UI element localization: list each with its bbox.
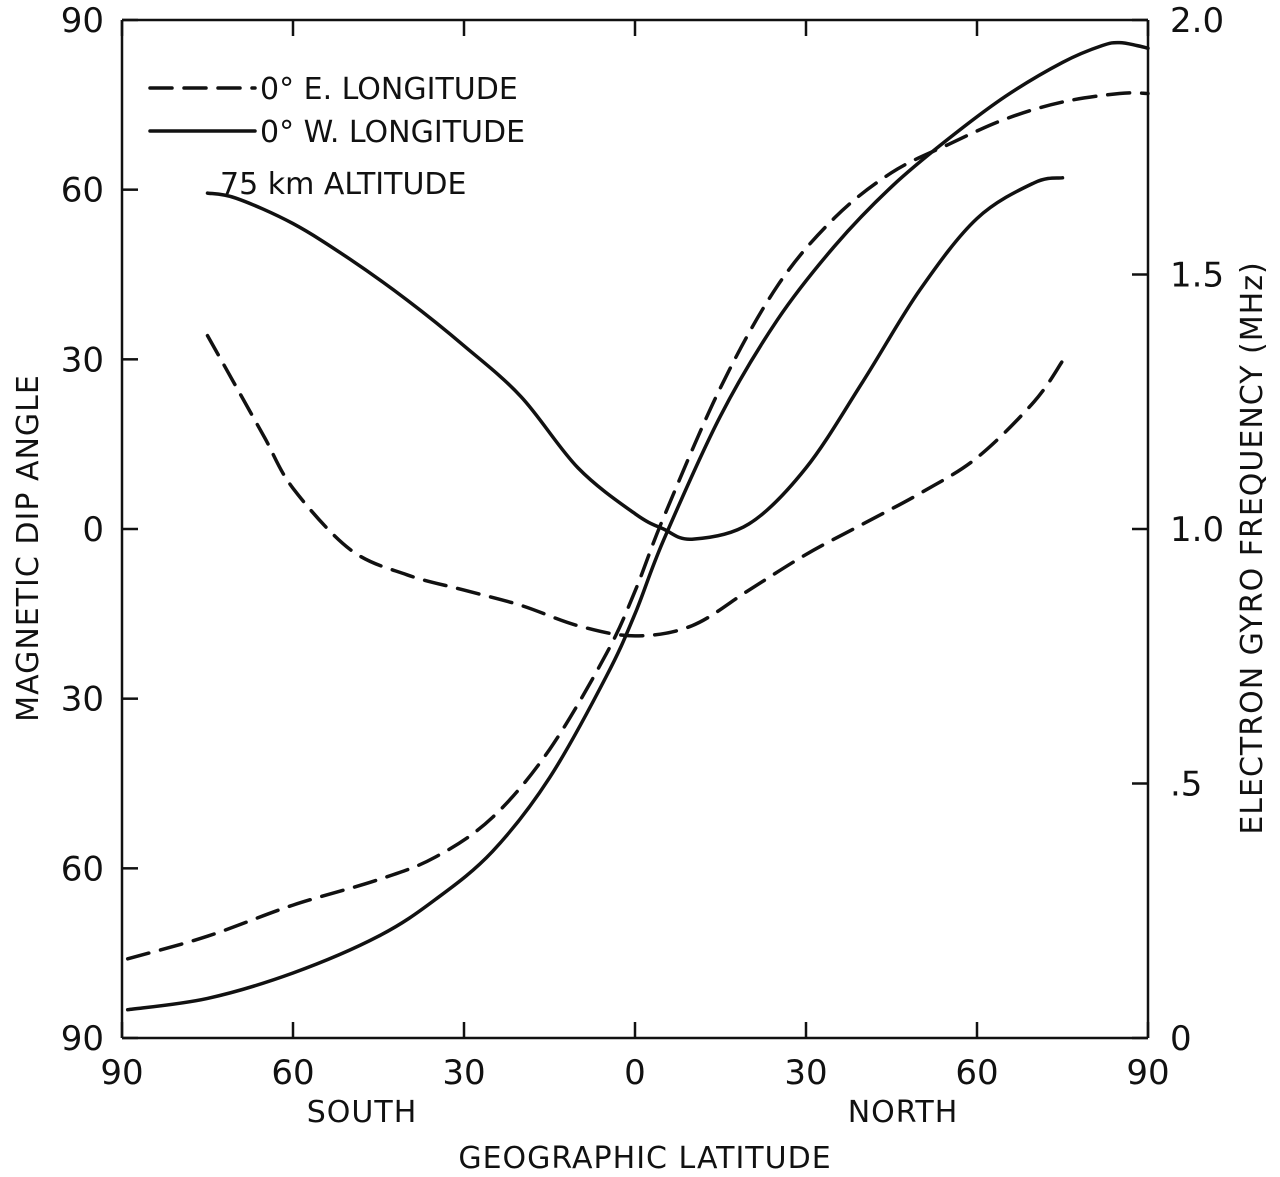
y-right-tick-label: 1.0	[1170, 510, 1224, 550]
y-left-tick-label: 60	[61, 171, 104, 211]
x-tick-label: 90	[100, 1053, 143, 1093]
y-left-axis-title: MAGNETIC DIP ANGLE	[11, 374, 46, 722]
x-south-label: SOUTH	[307, 1095, 418, 1130]
y-left-tick-label: 30	[61, 680, 104, 720]
gyro-curve-west	[205, 176, 1065, 541]
x-axis-title: GEOGRAPHIC LATITUDE	[458, 1141, 831, 1176]
y-left-tick-label: 60	[61, 849, 104, 889]
dip-curve-west	[125, 40, 1150, 1012]
y-right-axis-title: ELECTRON GYRO FREQUENCY (MHz)	[1235, 261, 1270, 834]
x-tick-label: 0	[624, 1053, 646, 1093]
x-tick-label: 30	[442, 1053, 485, 1093]
x-tick-label: 90	[1126, 1053, 1169, 1093]
dip-curve-east	[125, 91, 1150, 961]
y-right-tick-label: 2.0	[1170, 1, 1224, 41]
y-right-tick-label: 1.5	[1170, 256, 1224, 296]
x-tick-label: 30	[784, 1053, 827, 1093]
y-left-tick-label: 90	[61, 1019, 104, 1059]
legend-altitude-note: 75 km ALTITUDE	[220, 167, 466, 202]
legend-label-east: 0° E. LONGITUDE	[260, 72, 518, 107]
axis-titles: SOUTH NORTH GEOGRAPHIC LATITUDE MAGNETIC…	[11, 261, 1270, 1176]
legend-label-west: 0° W. LONGITUDE	[260, 115, 525, 150]
y-left-tick-label: 90	[61, 1, 104, 41]
gyro-curve-east	[205, 333, 1065, 638]
x-tick-label: 60	[955, 1053, 998, 1093]
y-right-tick-label: 0	[1170, 1019, 1192, 1059]
y-left-tick-label: 30	[61, 340, 104, 380]
y-right-tick-label: .5	[1170, 765, 1202, 805]
legend: 0° E. LONGITUDE 0° W. LONGITUDE 75 km AL…	[148, 72, 525, 202]
x-tick-label: 60	[271, 1053, 314, 1093]
y-left-tick-label: 0	[82, 510, 104, 550]
x-north-label: NORTH	[848, 1095, 959, 1130]
curves	[125, 40, 1150, 1012]
